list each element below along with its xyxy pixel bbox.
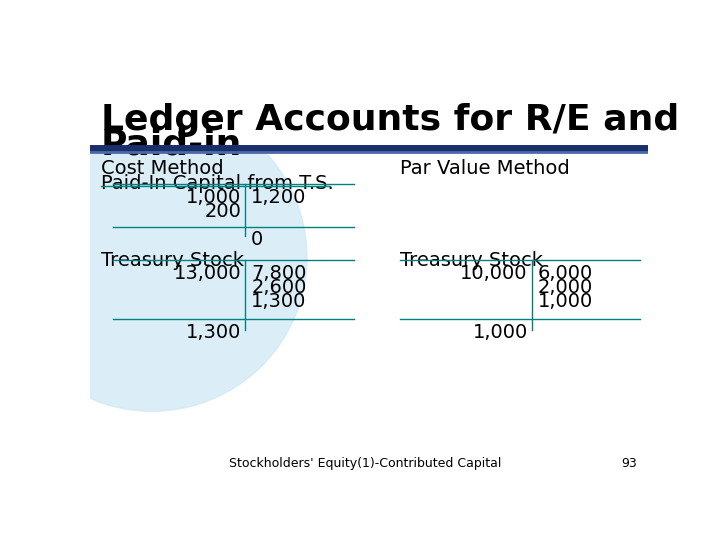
Text: 93: 93	[621, 457, 637, 470]
Text: Treasury Stock: Treasury Stock	[400, 251, 543, 270]
Text: 1,300: 1,300	[186, 323, 241, 342]
Circle shape	[0, 103, 307, 411]
Text: Par Value Method: Par Value Method	[400, 159, 570, 178]
Text: Stockholders' Equity(1)-Contributed Capital: Stockholders' Equity(1)-Contributed Capi…	[229, 457, 501, 470]
Text: Paid-In Capital from T.S.: Paid-In Capital from T.S.	[101, 174, 333, 193]
Text: 10,000: 10,000	[460, 264, 528, 283]
Text: 1,300: 1,300	[251, 292, 307, 311]
Text: Cost Method: Cost Method	[101, 159, 223, 178]
Text: 1,200: 1,200	[251, 188, 307, 207]
Text: Treasury Stock: Treasury Stock	[101, 251, 244, 270]
Text: 7,800: 7,800	[251, 264, 307, 283]
Text: 2,600: 2,600	[251, 278, 307, 297]
Text: 13,000: 13,000	[174, 264, 241, 283]
Text: 6,000: 6,000	[538, 264, 593, 283]
Text: 1,000: 1,000	[186, 188, 241, 207]
Text: Paid-in: Paid-in	[101, 128, 242, 162]
Text: 1,000: 1,000	[472, 323, 528, 342]
Text: 200: 200	[204, 202, 241, 221]
Bar	[90, 65, 648, 150]
Text: Ledger Accounts for R/E and: Ledger Accounts for R/E and	[101, 103, 679, 137]
Text: 2,000: 2,000	[538, 278, 593, 297]
Text: 1,000: 1,000	[538, 292, 593, 311]
Text: 0: 0	[251, 231, 264, 249]
